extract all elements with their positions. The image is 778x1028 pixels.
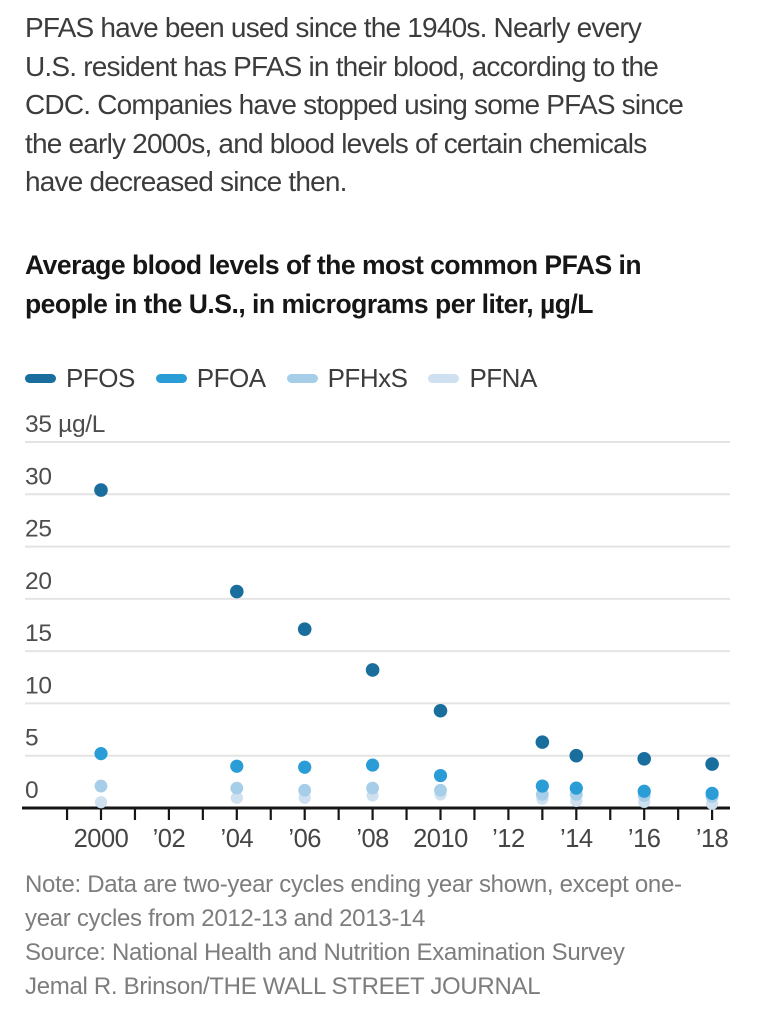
source-line: Source: National Health and Nutrition Ex… [25,939,625,966]
intro-text-line: PFAS have been used since the 1940s. Nea… [25,12,642,43]
intro-text-line: have decreased since then. [25,166,347,197]
legend-item-pfhxs: PFHxS [286,363,408,394]
data-point-pfoa-2006 [298,760,312,774]
y-axis-label-25: 25 [25,516,52,543]
intro-text-line: CDC. Companies have stopped using some P… [25,89,684,120]
data-point-pfos-2010 [433,703,448,718]
data-point-pfos-2016 [637,752,651,766]
note-line: Note: Data are two-year cycles ending ye… [25,871,682,898]
chart-legend: PFOS PFOA PFHxS PFNA [25,363,537,394]
data-point-pfhxs-2004 [230,781,244,795]
data-point-pfos-2000 [94,483,108,497]
data-point-pfos-2006 [297,622,312,636]
intro-paragraph: PFAS have been used since the 1940s. Nea… [25,9,765,202]
data-point-pfos-2018 [705,757,719,771]
data-point-pfna-2004 [230,791,243,804]
data-point-pfoa-2014 [569,781,583,795]
data-point-pfoa-2004 [230,759,244,773]
data-point-pfhxs-2008 [366,781,379,795]
x-axis-label-2006: ’06 [288,825,321,853]
data-point-pfos-2013 [535,735,550,749]
y-axis-label-5: 5 [25,725,38,752]
data-point-pfos-2014 [569,748,584,763]
legend-swatch-icon [428,374,460,383]
footer-notes: Note: Data are two-year cycles ending ye… [25,868,770,1004]
x-axis-label-2010: 2010 [413,825,468,853]
x-axis-label-2014: ’14 [560,825,593,853]
y-axis-label-10: 10 [25,672,52,699]
data-point-pfna-2000 [94,796,108,809]
x-axis-label-2008: ’08 [356,825,389,853]
legend-swatch-icon [25,374,56,383]
legend-item-pfoa: PFOA [155,363,266,394]
data-point-pfoa-2016 [637,784,651,798]
legend-label: PFNA [469,363,537,393]
x-axis-label-2002: ’02 [153,825,186,853]
data-point-pfos-2008 [365,663,380,677]
data-point-pfhxs-2000 [94,779,108,793]
scatter-chart: 0 5 10 15 20 25 30 35 µg/L 2000 ’02 ’04 ’06 ’08 2010 ’… [22,411,730,853]
data-point-pfos-2004 [230,584,244,599]
x-axis-label-2012: ’12 [492,825,525,853]
y-axis-label-15: 15 [25,620,52,647]
note-line: year cycles from 2012-13 and 2013-14 [25,905,426,932]
legend-label: PFOA [196,363,266,393]
data-point-pfhxs-2010 [434,783,447,797]
x-axis-label-2016: ’16 [628,825,661,853]
data-point-pfoa-2010 [433,768,448,783]
intro-text-line: the early 2000s, and blood levels of cer… [25,127,647,159]
data-point-pfhxs-2006 [298,783,312,797]
legend-swatch-icon [155,374,187,383]
chart-title-line: Average blood levels of the most common … [25,250,642,280]
legend-label: PFHxS [327,363,408,393]
y-axis-label-35: 35 µg/L [25,411,105,438]
legend-item-pfna: PFNA [428,363,537,394]
legend-item-pfos: PFOS [25,363,135,394]
x-axis-label-2004: ’04 [221,825,254,853]
data-point-pfoa-2018 [705,786,719,800]
legend-swatch-icon [286,374,318,383]
x-axis-label-2018: ’18 [696,825,729,853]
data-point-pfoa-2013 [535,779,549,793]
x-axis-label-2000: 2000 [74,825,129,853]
y-axis-label-30: 30 [25,463,52,490]
y-axis-label-20: 20 [25,568,52,595]
chart-title: Average blood levels of the most common … [25,246,765,324]
legend-label: PFOS [66,363,135,393]
chart-title-line: people in the U.S., in micrograms per li… [25,289,594,319]
credit-line: Jemal R. Brinson/THE WALL STREET JOURNAL [25,973,541,1000]
y-axis-label-0: 0 [25,777,38,804]
data-point-pfoa-2000 [94,747,108,761]
intro-text-line: U.S. resident has PFAS in their blood, a… [25,50,659,82]
data-point-pfoa-2008 [366,758,380,772]
